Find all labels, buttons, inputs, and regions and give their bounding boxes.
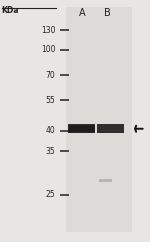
Text: 55: 55 [46,96,56,105]
Bar [69,126,95,132]
Bar [68,125,95,133]
Bar [97,124,124,133]
Bar [66,7,132,232]
Text: A: A [78,8,85,18]
Text: 35: 35 [46,147,56,156]
Bar [68,124,95,133]
Bar [68,124,95,133]
Bar [69,125,95,132]
Bar [99,179,112,182]
Text: 40: 40 [46,126,56,135]
Text: B: B [104,8,111,18]
Bar [69,125,95,133]
Bar [68,124,95,133]
Text: 130: 130 [41,26,56,35]
Bar [69,126,95,132]
Text: 25: 25 [46,190,56,199]
Bar [69,125,95,132]
Text: KDa: KDa [2,6,19,15]
Text: 100: 100 [41,45,56,54]
Text: 70: 70 [46,70,56,80]
